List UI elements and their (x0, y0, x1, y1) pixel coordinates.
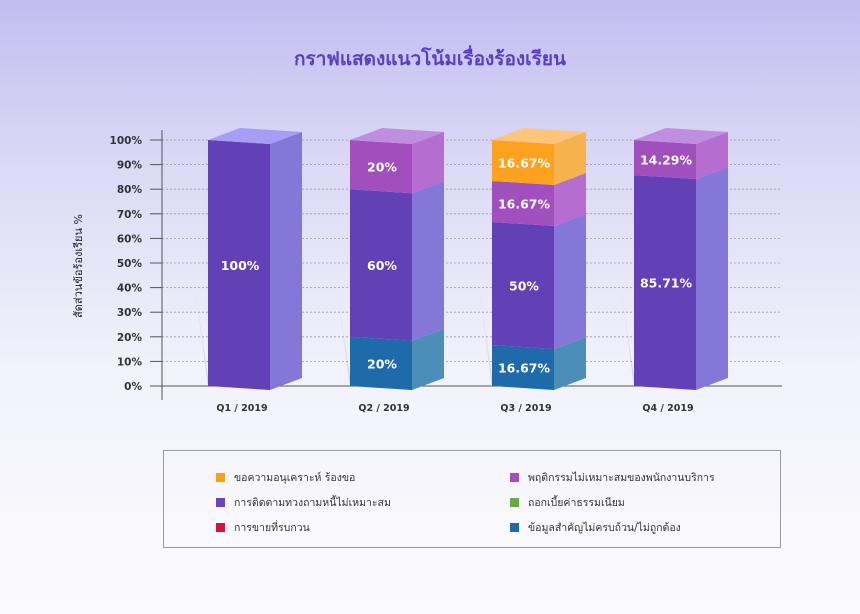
legend-item: การติดตามทวงถามหนี้ไม่เหมาะสม (216, 494, 391, 511)
data-label: 16.67% (498, 360, 551, 375)
bar-shadow (472, 236, 492, 386)
data-label: 85.71% (640, 276, 693, 291)
legend-item: การขายที่รบกวน (216, 519, 310, 536)
data-label: 14.29% (640, 153, 693, 168)
bar-segment (350, 189, 412, 341)
bar-segment (634, 175, 696, 390)
data-label: 20% (367, 160, 397, 175)
y-tick-label: 60% (117, 233, 143, 245)
x-tick-label: Q4 / 2019 (642, 403, 693, 414)
bar-top (492, 127, 586, 144)
bar-top (208, 128, 302, 144)
bar-segment-side (270, 132, 302, 390)
legend-item: ขอความอนุเคราะห์ ร้องขอ (216, 469, 355, 486)
data-label: 20% (367, 356, 397, 371)
bar-segment (492, 221, 554, 349)
y-tick-label: 80% (117, 184, 143, 196)
data-label: 60% (367, 258, 397, 273)
legend-label: ขอความอนุเคราะห์ ร้องขอ (234, 472, 356, 484)
bar-top (634, 128, 728, 144)
chart-title: กราฟแสดงแนวโน้มเรื่องร้องเรียน (293, 48, 566, 70)
data-label: 50% (509, 278, 539, 293)
bar-segment-side (554, 336, 586, 390)
legend-label: ข้อมูลสำคัญไม่ครบถ้วน/ไม่ถูกต้อง (528, 522, 681, 534)
legend-swatch (216, 498, 225, 507)
legend-swatch (510, 473, 519, 482)
bar-segment (350, 140, 412, 194)
y-axis-label: สัดส่วนข้อร้องเรียน % (72, 214, 85, 318)
legend-item: ข้อมูลสำคัญไม่ครบถ้วน/ไม่ถูกต้อง (510, 519, 681, 536)
y-tick-label: 30% (117, 307, 143, 319)
bar-segment-side (696, 167, 728, 390)
bar-segment (350, 336, 412, 390)
legend-label: ถอกเบี้ยค่าธรรมเนียม (528, 497, 625, 509)
y-tick-label: 100% (110, 135, 143, 147)
y-tick-label: 50% (117, 258, 143, 270)
data-label: 16.67% (498, 155, 551, 170)
y-tick-label: 0% (124, 381, 142, 393)
legend: ขอความอนุเคราะห์ ร้องขอ พฤติกรรมไม่เหมาะส… (163, 450, 781, 548)
bar-segment (492, 344, 554, 390)
data-label: 16.67% (498, 196, 551, 211)
y-tick-label: 20% (117, 332, 143, 344)
x-tick-label: Q3 / 2019 (500, 403, 551, 414)
legend-label: การขายที่รบกวน (234, 522, 310, 534)
y-tick-label: 10% (117, 356, 143, 368)
x-tick-label: Q2 / 2019 (358, 403, 409, 414)
bar-segment (492, 139, 554, 185)
bar-shadow (614, 236, 634, 386)
y-tick-label: 40% (117, 283, 143, 295)
bar-segment-side (412, 132, 444, 194)
bar-segment-side (412, 181, 444, 341)
bar-top (350, 128, 444, 144)
bar-shadow (188, 236, 208, 386)
legend-item: ถอกเบี้ยค่าธรรมเนียม (510, 494, 625, 511)
y-tick-label: 90% (117, 160, 143, 172)
legend-swatch (216, 523, 225, 532)
legend-swatch (510, 498, 519, 507)
bar-segment-side (554, 172, 586, 226)
bar-segment-side (554, 131, 586, 185)
bar-segment-side (696, 132, 728, 180)
bar-shadow (330, 236, 350, 386)
bar-segment-side (412, 328, 444, 390)
legend-swatch (216, 473, 225, 482)
bar-segment (208, 140, 270, 390)
x-tick-label: Q1 / 2019 (216, 403, 267, 414)
legend-swatch (510, 523, 519, 532)
legend-label: พฤติกรรมไม่เหมาะสมของพนักงานบริการ (528, 472, 715, 484)
bar-segment (492, 180, 554, 226)
y-tick-label: 70% (117, 209, 143, 221)
bar-segment (634, 140, 696, 180)
data-label: 100% (221, 258, 260, 273)
legend-label: การติดตามทวงถามหนี้ไม่เหมาะสม (234, 497, 391, 509)
bar-segment-side (554, 213, 586, 349)
legend-item: พฤติกรรมไม่เหมาะสมของพนักงานบริการ (510, 469, 715, 486)
